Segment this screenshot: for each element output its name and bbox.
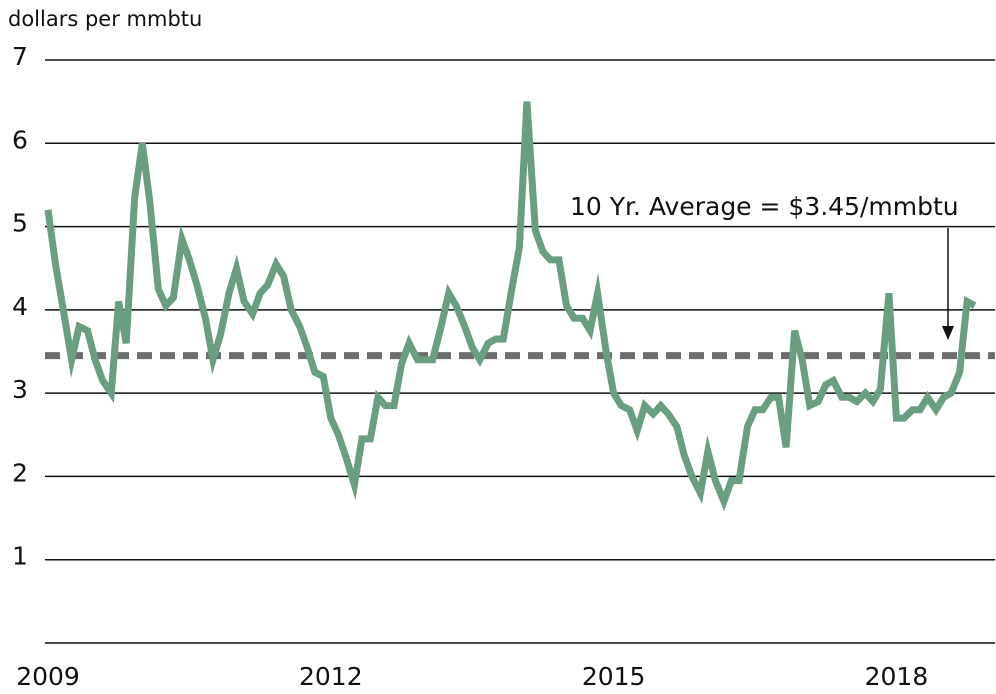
y-axis-label: dollars per mmbtu (8, 7, 202, 31)
y-tick-label: 3 (12, 375, 28, 404)
y-tick-label: 6 (12, 125, 28, 154)
y-tick-label: 5 (12, 209, 28, 238)
y-tick-label: 7 (12, 42, 28, 71)
y-tick-label: 1 (12, 542, 28, 571)
y-tick-label: 4 (12, 292, 28, 321)
annotation: 10 Yr. Average = $3.45/mmbtu (570, 192, 959, 221)
price-line (44, 101, 977, 512)
y-tick-label: 2 (12, 458, 28, 487)
x-tick-label: 2012 (299, 662, 363, 691)
x-tick-label: 2009 (16, 662, 80, 691)
x-tick-label: 2018 (865, 662, 929, 691)
arrow-head (942, 326, 954, 340)
x-tick-label: 2015 (582, 662, 646, 691)
